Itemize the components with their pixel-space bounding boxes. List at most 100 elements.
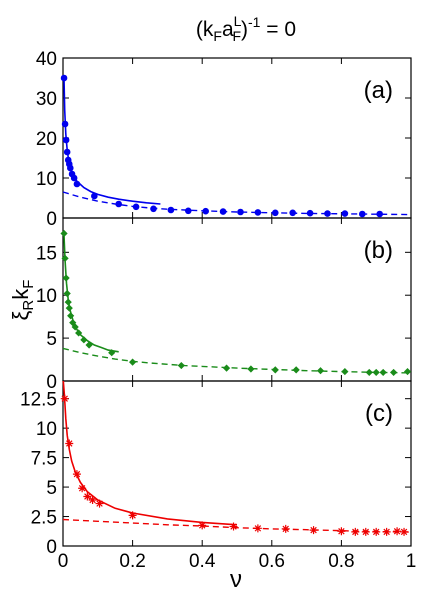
data-point xyxy=(85,341,93,349)
data-point xyxy=(202,207,209,215)
data-point xyxy=(184,207,192,215)
data-point xyxy=(60,229,68,238)
data-point xyxy=(65,304,73,312)
data-point xyxy=(306,209,314,217)
x-tick-label: 0.8 xyxy=(328,551,354,572)
panel-frame xyxy=(62,217,412,382)
panel-frame xyxy=(62,380,412,547)
dashed-fit-line xyxy=(62,518,412,533)
x-axis-label: ν xyxy=(230,566,242,593)
y-tick-label: 7.5 xyxy=(31,449,57,470)
data-point xyxy=(108,349,116,357)
panel-label: (b) xyxy=(364,237,393,264)
data-point xyxy=(72,470,81,479)
data-point xyxy=(372,527,381,536)
dashed-fit-line xyxy=(62,191,412,216)
y-tick-label: 10 xyxy=(36,286,57,307)
data-point xyxy=(115,200,122,208)
x-tick-label: 1 xyxy=(406,551,417,572)
data-point xyxy=(167,206,175,214)
data-point xyxy=(400,527,409,536)
data-point xyxy=(91,192,98,200)
data-point xyxy=(229,522,238,531)
data-point xyxy=(341,367,349,376)
data-point xyxy=(70,174,78,182)
data-point xyxy=(83,492,92,501)
y-tick-label: 10 xyxy=(36,169,57,190)
y-axis-label: ξRkF xyxy=(8,280,37,321)
data-point xyxy=(60,74,68,82)
data-point xyxy=(128,511,137,520)
data-point xyxy=(63,148,71,156)
dashed-fit-line xyxy=(62,347,412,374)
data-point xyxy=(393,527,402,536)
panel-2: 0 5 10 15 (b) xyxy=(36,217,412,393)
y-tick-label: 5 xyxy=(46,329,57,350)
data-point xyxy=(271,209,279,217)
panel-3: 0 2.5 5 7.5 10 12.5 0 0.2 0.4 0.6 0.8 1 (c) xyxy=(20,380,417,572)
data-point xyxy=(351,527,360,536)
data-point xyxy=(309,526,318,535)
data-point xyxy=(61,120,69,128)
data-point xyxy=(271,366,279,374)
data-point xyxy=(361,527,370,536)
data-point xyxy=(69,319,77,327)
data-point xyxy=(382,527,391,536)
x-tick-label: 0.2 xyxy=(119,551,145,572)
data-point xyxy=(254,209,262,216)
y-tick-label: 5 xyxy=(46,478,57,499)
data-point xyxy=(222,364,231,372)
x-tick-label: 0.6 xyxy=(259,551,285,572)
data-point xyxy=(67,312,75,320)
data-point xyxy=(198,521,207,530)
data-point xyxy=(60,394,69,403)
data-point xyxy=(63,289,71,298)
y-tick-label: 0 xyxy=(46,537,57,558)
y-tick-label: 30 xyxy=(36,89,57,110)
data-point xyxy=(88,496,97,505)
data-point xyxy=(237,208,244,216)
data-point xyxy=(292,366,300,374)
data-point xyxy=(358,210,366,218)
panel-label: (a) xyxy=(364,77,393,104)
figure-title: (kFaL F)-1 = 0 xyxy=(196,13,296,44)
data-point xyxy=(379,368,387,377)
data-point xyxy=(324,210,331,217)
y-tick-label: 40 xyxy=(36,49,57,70)
y-tick-label: 2.5 xyxy=(31,508,57,529)
data-point xyxy=(403,367,412,376)
y-tick-label: 20 xyxy=(36,129,57,150)
y-tick-label: 0 xyxy=(46,372,57,393)
panel-label: (c) xyxy=(365,400,393,427)
data-point xyxy=(376,210,383,218)
x-tick-label: 0 xyxy=(58,551,69,572)
y-tick-label: 12.5 xyxy=(20,390,57,411)
data-point xyxy=(78,484,87,493)
data-point xyxy=(150,205,157,213)
data-point xyxy=(372,368,380,377)
data-point xyxy=(281,524,290,533)
solid-fit-line xyxy=(62,380,238,526)
y-tick-label: 0 xyxy=(46,209,57,230)
data-point xyxy=(129,358,137,366)
x-tick-label: 0.4 xyxy=(189,551,216,572)
data-point xyxy=(177,361,185,370)
y-tick-label: 15 xyxy=(36,243,57,264)
data-point xyxy=(65,439,74,448)
data-point xyxy=(64,298,72,306)
data-point xyxy=(219,208,227,215)
solid-fit-line xyxy=(63,235,119,353)
data-point xyxy=(61,254,69,262)
data-point xyxy=(67,164,74,172)
data-point xyxy=(253,524,262,533)
data-point xyxy=(289,209,296,217)
data-point xyxy=(390,368,398,377)
data-point xyxy=(71,323,79,331)
data-point xyxy=(341,210,349,217)
data-point xyxy=(365,368,373,377)
data-point xyxy=(247,365,255,373)
data-point xyxy=(73,180,81,188)
data-point xyxy=(337,527,346,536)
